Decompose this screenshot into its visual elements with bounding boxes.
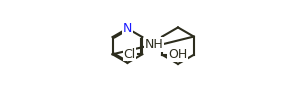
Text: N: N [123, 22, 132, 35]
Text: Cl: Cl [123, 48, 136, 61]
Text: OH: OH [168, 48, 187, 61]
Text: NH: NH [144, 38, 163, 51]
